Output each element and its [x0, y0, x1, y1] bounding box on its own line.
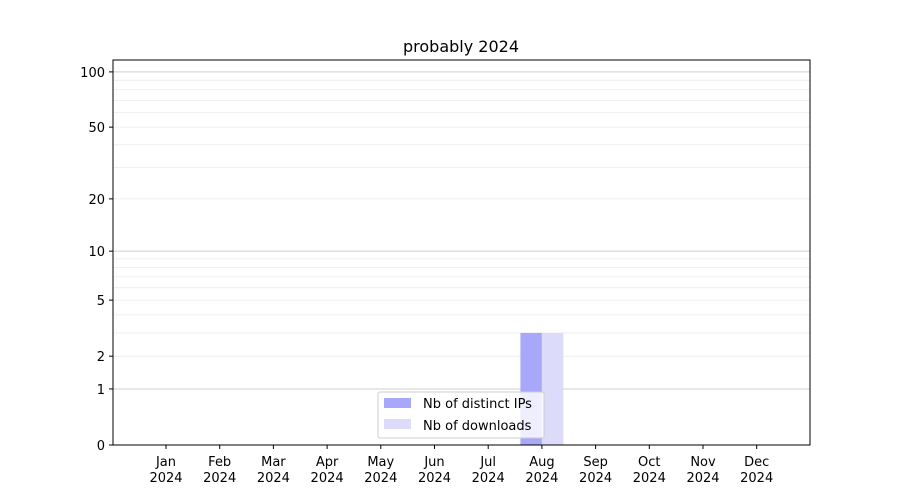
x-tick-label-month: Jun	[423, 455, 444, 470]
chart-title: probably 2024	[403, 37, 519, 56]
legend-label-ips: Nb of distinct IPs	[423, 397, 532, 412]
x-tick-label-year: 2024	[525, 471, 558, 486]
x-tick-label-year: 2024	[203, 471, 236, 486]
y-tick-label: 50	[88, 121, 105, 136]
x-tick-label-year: 2024	[418, 471, 451, 486]
x-tick-label-year: 2024	[686, 471, 719, 486]
legend-swatch-ips	[384, 398, 411, 408]
x-tick-label-month: Sep	[583, 455, 608, 470]
y-tick-label: 20	[88, 193, 105, 208]
legend-swatch-downloads	[384, 419, 411, 429]
x-tick-label-year: 2024	[257, 471, 290, 486]
y-tick-label: 100	[80, 66, 105, 81]
x-tick-label-year: 2024	[149, 471, 182, 486]
x-tick-label-month: Nov	[690, 455, 716, 470]
x-tick-label-year: 2024	[311, 471, 344, 486]
y-tick-label: 2	[97, 350, 105, 365]
legend-label-downloads: Nb of downloads	[423, 419, 532, 434]
x-tick-label-year: 2024	[740, 471, 773, 486]
x-tick-label-month: Apr	[316, 455, 339, 470]
bar-downloads	[541, 332, 564, 445]
plot-frame	[112, 59, 811, 446]
x-tick-label-month: Jul	[479, 455, 496, 470]
x-tick-label-year: 2024	[633, 471, 666, 486]
y-tick-label: 0	[97, 439, 105, 454]
legend: Nb of distinct IPs Nb of downloads	[377, 391, 545, 439]
x-tick-label-year: 2024	[364, 471, 397, 486]
x-axis: Jan2024Feb2024Mar2024Apr2024May2024Jun20…	[149, 445, 773, 486]
x-tick-label-month: Oct	[638, 455, 660, 470]
y-tick-label: 10	[88, 245, 105, 260]
x-tick-label-month: Feb	[208, 455, 231, 470]
y-tick-label: 1	[97, 383, 105, 398]
x-tick-label-month: Dec	[744, 455, 769, 470]
x-tick-label-year: 2024	[579, 471, 612, 486]
y-tick-label: 5	[97, 294, 105, 309]
x-tick-label-month: Jan	[155, 455, 176, 470]
grid	[113, 71, 810, 390]
x-tick-label-month: Mar	[261, 455, 286, 470]
y-axis: 0 1 2 5 10 20 50 100	[80, 66, 113, 454]
x-tick-label-year: 2024	[472, 471, 505, 486]
x-tick-label-month: Aug	[529, 455, 554, 470]
x-tick-label-month: May	[367, 455, 394, 470]
